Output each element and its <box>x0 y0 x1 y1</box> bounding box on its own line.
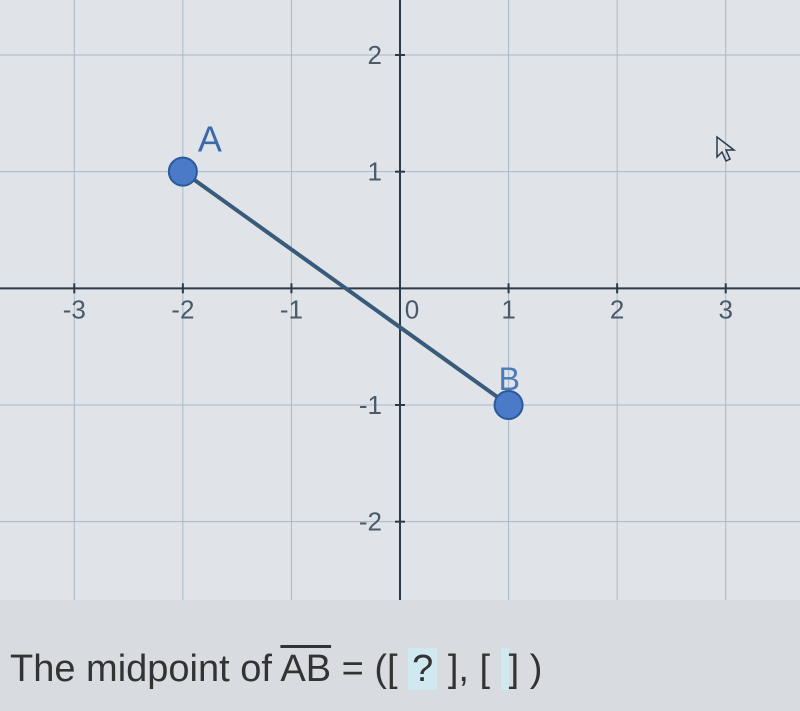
svg-text:1: 1 <box>501 294 515 324</box>
question-prefix: The midpoint of <box>10 648 280 690</box>
svg-text:1: 1 <box>368 157 382 187</box>
svg-text:0: 0 <box>405 294 419 324</box>
question-suffix: ] ) <box>509 648 543 690</box>
question-sep: ], [ <box>437 648 500 690</box>
question-middle: = ([ <box>331 648 408 690</box>
svg-text:2: 2 <box>368 40 382 70</box>
svg-text:B: B <box>499 361 520 397</box>
svg-text:3: 3 <box>718 294 732 324</box>
svg-text:A: A <box>198 119 222 160</box>
svg-text:-2: -2 <box>171 294 194 324</box>
chart-svg: -3 -2 -1 0 1 2 3 -2 -1 1 2 A B <box>0 0 800 600</box>
answer-blank-2[interactable] <box>501 648 509 690</box>
segment-label: AB <box>280 648 331 690</box>
svg-text:2: 2 <box>610 294 624 324</box>
svg-text:-1: -1 <box>280 294 303 324</box>
svg-text:-1: -1 <box>359 390 382 420</box>
coordinate-chart: -3 -2 -1 0 1 2 3 -2 -1 1 2 A B <box>0 0 800 600</box>
question-text: The midpoint of AB = ([ ? ], [ ] ) <box>10 648 542 691</box>
svg-text:-2: -2 <box>359 507 382 537</box>
svg-text:-3: -3 <box>63 294 86 324</box>
answer-blank-1[interactable]: ? <box>408 648 437 690</box>
